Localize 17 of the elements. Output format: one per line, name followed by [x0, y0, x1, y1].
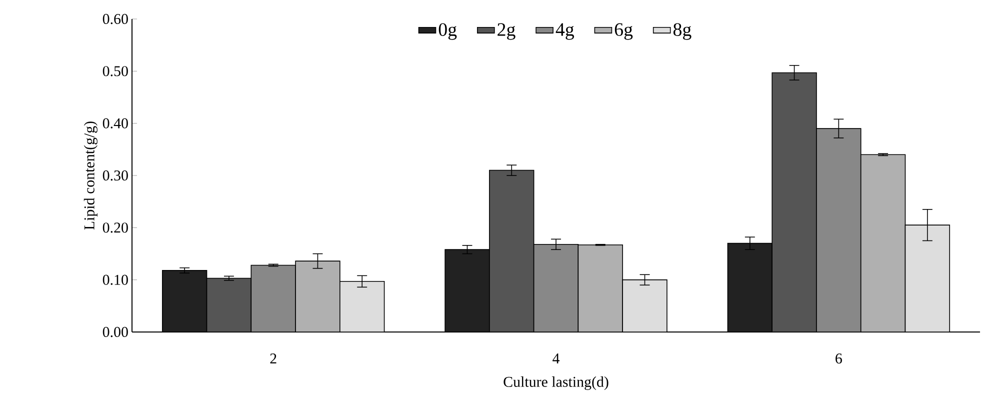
x-tick-label: 4 — [552, 354, 560, 364]
y-tick-label: 0.30 — [102, 170, 128, 181]
y-tick-label: 0.50 — [102, 66, 128, 76]
y-tick-label: 0.40 — [102, 118, 128, 128]
y-axis-title: Lipid content(g/g) — [84, 122, 98, 230]
y-tick-label: 0.10 — [102, 274, 128, 285]
y-tick-label: 0.20 — [102, 222, 128, 233]
x-axis-title: Culture lasting(d) — [504, 376, 608, 390]
x-tick-label: 6 — [836, 354, 842, 364]
legend-label: 0g — [438, 23, 457, 40]
x-tick-label: 2 — [270, 354, 276, 364]
legend-label: 2g — [498, 23, 516, 40]
legend-label: 6g — [614, 23, 633, 40]
y-tick-label: 0.60 — [102, 14, 128, 24]
legend-label: 8g — [673, 23, 692, 40]
legend-label: 4g — [556, 23, 574, 40]
y-tick-label: 0.00 — [102, 326, 128, 338]
